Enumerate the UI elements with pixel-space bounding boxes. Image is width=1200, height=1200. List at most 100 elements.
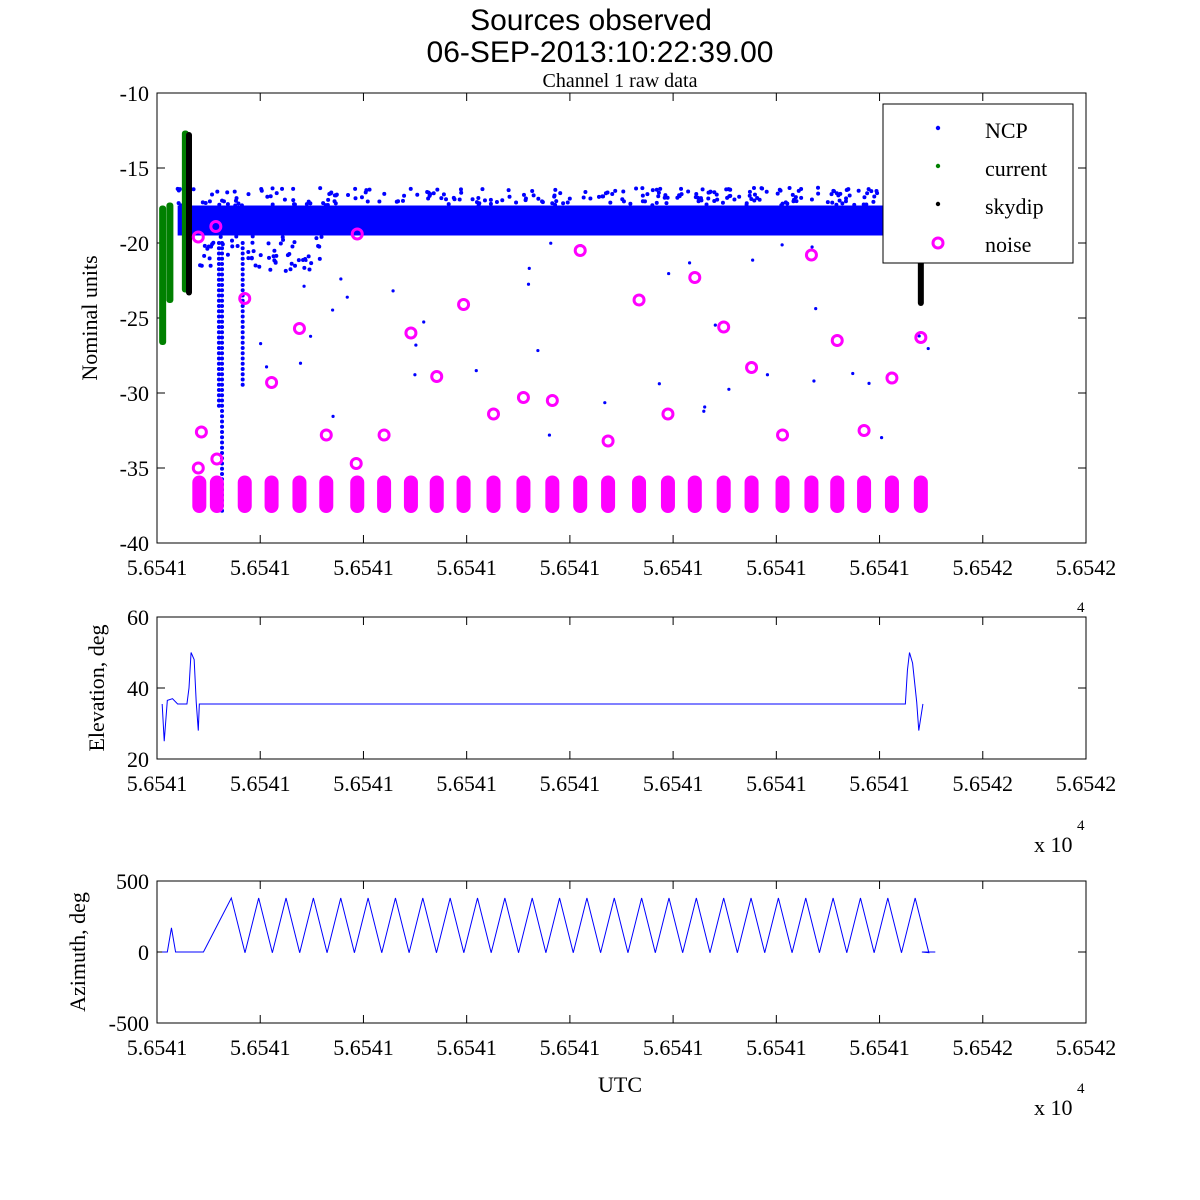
noise-point xyxy=(857,424,871,437)
ncp-point xyxy=(413,373,417,377)
ncp-point xyxy=(292,240,297,245)
ncp-point xyxy=(239,203,244,208)
y-tick-label: -40 xyxy=(120,531,149,556)
noise-point xyxy=(830,334,844,347)
ncp-point xyxy=(266,241,271,246)
x-tick-label: 5.6542 xyxy=(953,555,1014,580)
ncp-point xyxy=(216,246,221,251)
ncp-point xyxy=(561,201,566,206)
ncp-point xyxy=(640,186,645,191)
ncp-point xyxy=(843,199,848,204)
ncp-point xyxy=(298,361,303,365)
ncp-point xyxy=(654,200,659,205)
ncp-point xyxy=(283,268,288,273)
ncp-point xyxy=(220,377,225,382)
noise-point xyxy=(487,407,501,421)
ncp-point xyxy=(840,201,845,206)
ncp-point xyxy=(246,249,251,254)
ncp-point xyxy=(240,267,245,272)
ncp-point xyxy=(273,260,278,265)
ncp-point xyxy=(240,262,245,266)
noise-point xyxy=(209,220,223,233)
ncp-point xyxy=(216,262,221,266)
noise-cluster xyxy=(660,475,675,513)
ncp-point xyxy=(216,277,221,282)
y-tick-label: 500 xyxy=(116,869,149,894)
ncp-point xyxy=(359,195,364,200)
ncp-point xyxy=(220,304,225,308)
ncp-point xyxy=(714,192,719,197)
ncp-point xyxy=(220,267,225,272)
ncp-point xyxy=(216,298,221,303)
ncp-point xyxy=(210,192,215,197)
ncp-point xyxy=(264,365,269,369)
ncp-point xyxy=(291,198,296,203)
ncp-point xyxy=(656,194,661,199)
noise-point xyxy=(776,428,790,442)
ncp-point xyxy=(751,258,755,262)
ncp-point xyxy=(176,188,181,193)
ncp-point xyxy=(216,330,221,335)
noise-point xyxy=(688,271,702,284)
ncp-point xyxy=(506,188,511,193)
ncp-point xyxy=(353,186,358,191)
legend-marker-current xyxy=(935,163,941,169)
ncp-point xyxy=(306,254,311,259)
ncp-point xyxy=(220,388,225,392)
ncp-point xyxy=(457,197,462,202)
ncp-point xyxy=(654,187,659,192)
ncp-point xyxy=(216,256,221,261)
ncp-point xyxy=(216,388,221,392)
ncp-point xyxy=(530,188,535,193)
ncp-point xyxy=(268,194,273,199)
x-tick-label: 5.6541 xyxy=(540,771,601,796)
ncp-point xyxy=(856,188,861,193)
noise-cluster xyxy=(545,475,560,513)
ncp-point xyxy=(267,255,272,260)
noise-cluster xyxy=(350,475,365,513)
ncp-point xyxy=(268,267,273,272)
ncp-point xyxy=(205,246,210,251)
ncp-point xyxy=(220,314,225,319)
ncp-point xyxy=(365,199,370,204)
ncp-point xyxy=(488,197,493,202)
ncp-point xyxy=(220,403,225,408)
x-tick-label: 5.6541 xyxy=(127,555,188,580)
ncp-point xyxy=(216,288,221,293)
ncp-point xyxy=(664,201,669,206)
ncp-point xyxy=(323,203,328,208)
ncp-point xyxy=(216,283,221,287)
ncp-point xyxy=(732,197,737,202)
ncp-point xyxy=(439,196,444,201)
x-multiplier-exponent: 4 xyxy=(1077,1081,1085,1097)
x-tick-label: 5.6541 xyxy=(746,771,807,796)
ncp-point xyxy=(869,189,874,194)
ncp-point xyxy=(726,187,731,192)
ncp-point xyxy=(715,197,720,202)
y-tick-label: 40 xyxy=(127,676,149,701)
ncp-point xyxy=(695,195,700,200)
ncp-point xyxy=(488,201,493,206)
ncp-point xyxy=(220,430,225,434)
ncp-point xyxy=(216,241,221,245)
legend-marker-noise xyxy=(931,236,945,250)
ncp-point xyxy=(220,325,225,329)
ncp-point xyxy=(216,272,221,277)
noise-point xyxy=(349,457,363,470)
ncp-point xyxy=(240,346,245,350)
ncp-point xyxy=(220,419,225,424)
ncp-point xyxy=(474,369,478,373)
x-tick-label: 5.6541 xyxy=(333,1035,394,1060)
ncp-point xyxy=(250,240,255,245)
ncp-point xyxy=(240,319,245,324)
ncp-point xyxy=(207,199,212,204)
x-tick-label: 5.6541 xyxy=(849,771,910,796)
ncp-point xyxy=(249,255,254,260)
noise-cluster xyxy=(264,475,279,513)
noise-point xyxy=(601,434,615,448)
ncp-point xyxy=(838,191,843,196)
ncp-point xyxy=(220,361,225,366)
ncp-point xyxy=(234,234,239,239)
